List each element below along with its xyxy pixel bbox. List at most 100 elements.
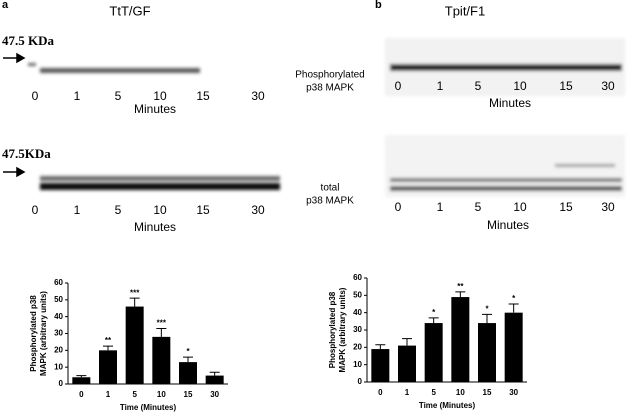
lane-label: 10 xyxy=(153,89,167,103)
lane-label: 30 xyxy=(601,200,615,214)
bar xyxy=(451,297,470,382)
lane-label: 15 xyxy=(559,200,573,214)
y-tick-label: 50 xyxy=(54,295,63,304)
lane-label: 5 xyxy=(115,203,122,217)
error-bar xyxy=(402,338,412,346)
blot-label: p38 MAPK xyxy=(306,196,354,207)
y-axis-label: Phosphorylated p38 xyxy=(29,295,38,372)
y-tick-label: 60 xyxy=(353,273,362,282)
significance: ** xyxy=(105,336,112,345)
significance: * xyxy=(512,294,516,303)
bar xyxy=(152,336,171,384)
bar xyxy=(125,306,144,384)
lane-label: 0 xyxy=(395,200,402,214)
lane-label: 5 xyxy=(115,89,122,103)
significance: ** xyxy=(457,282,464,291)
x-tick-label: 0 xyxy=(378,388,383,397)
y-tick-label: 10 xyxy=(54,362,63,371)
lane-label: 1 xyxy=(74,203,81,217)
error-bar xyxy=(482,313,492,324)
error-bar xyxy=(209,371,220,376)
lane-label: 15 xyxy=(196,89,210,103)
error-bar xyxy=(103,345,113,351)
x-tick-label: 1 xyxy=(106,390,111,399)
error-bar xyxy=(76,375,87,378)
lane-label: 1 xyxy=(437,79,444,93)
y-tick-label: 40 xyxy=(353,308,362,317)
lane-label: 15 xyxy=(196,203,210,217)
error-bar xyxy=(428,317,439,324)
y-tick-label: 20 xyxy=(54,345,63,354)
x-tick-label: 10 xyxy=(456,388,465,397)
marker-label: 47.5KDa xyxy=(2,146,51,161)
bar xyxy=(371,349,390,382)
lane-label: 0 xyxy=(395,79,402,93)
bar xyxy=(478,323,496,382)
x-tick-label: 15 xyxy=(483,388,492,397)
y-tick-label: 50 xyxy=(353,290,362,299)
x-axis-label: Time (Minutes) xyxy=(120,403,177,412)
lane-label: 10 xyxy=(513,79,527,93)
blot-label: p38 MAPK xyxy=(306,83,354,94)
blot-axis-label: Minutes xyxy=(487,218,529,232)
lane-label: 1 xyxy=(437,200,444,214)
lane-label: 1 xyxy=(74,89,81,103)
y-tick-label: 0 xyxy=(59,379,64,388)
blot-images xyxy=(28,38,625,197)
x-tick-label: 10 xyxy=(157,390,166,399)
x-tick-label: 0 xyxy=(79,390,84,399)
bar xyxy=(504,312,523,382)
bar xyxy=(179,362,197,384)
bar xyxy=(398,345,416,382)
x-tick-label: 15 xyxy=(184,390,193,399)
lane-label: 10 xyxy=(513,200,527,214)
panel-letter: a xyxy=(2,0,9,11)
bar xyxy=(72,377,91,384)
x-tick-label: 5 xyxy=(431,388,436,397)
lane-label: 30 xyxy=(251,89,265,103)
bar xyxy=(205,375,224,384)
lane-label: 30 xyxy=(251,203,265,217)
lane-label: 0 xyxy=(32,89,39,103)
x-tick-label: 30 xyxy=(210,390,219,399)
error-bar xyxy=(508,303,519,313)
x-axis-label: Time (Minutes) xyxy=(419,401,476,410)
blot-label: Phosphorylated xyxy=(295,70,365,81)
significance: * xyxy=(186,347,190,356)
y-tick-label: 0 xyxy=(358,377,363,386)
error-bar xyxy=(129,297,140,307)
error-bar xyxy=(375,344,386,350)
y-tick-label: 10 xyxy=(353,360,362,369)
significance: *** xyxy=(157,319,167,328)
y-axis-label: Phosphorylated p38 xyxy=(328,291,337,368)
lane-label: 10 xyxy=(153,203,167,217)
bar xyxy=(99,350,117,384)
lane-label: 5 xyxy=(475,200,482,214)
y-axis-label: MAPK (arbitrary units) xyxy=(338,287,347,372)
y-tick-label: 30 xyxy=(54,329,63,338)
y-tick-label: 20 xyxy=(353,342,362,351)
error-bar xyxy=(156,327,167,337)
blot-axis-label: Minutes xyxy=(134,220,176,234)
x-tick-label: 1 xyxy=(405,388,410,397)
panel-letter: b xyxy=(375,0,382,11)
y-tick-label: 60 xyxy=(54,278,63,287)
error-bar xyxy=(183,356,193,363)
x-tick-label: 30 xyxy=(509,388,518,397)
bar xyxy=(424,323,443,382)
y-axis-label: MAPK (arbitrary units) xyxy=(39,291,48,376)
panel-title: TtT/GF xyxy=(109,3,150,18)
blot-axis-label: Minutes xyxy=(134,102,176,116)
y-tick-label: 40 xyxy=(54,312,63,321)
lane-label: 5 xyxy=(475,79,482,93)
lane-label: 15 xyxy=(559,79,573,93)
arrows xyxy=(3,52,26,178)
significance: *** xyxy=(130,288,140,297)
lane-label: 0 xyxy=(32,203,39,217)
blot-axis-label: Minutes xyxy=(489,96,531,110)
blot-label: total xyxy=(321,183,340,194)
panel-title: Tpit/F1 xyxy=(445,3,485,18)
x-tick-label: 5 xyxy=(132,390,137,399)
marker-label: 47.5 KDa xyxy=(2,33,55,48)
